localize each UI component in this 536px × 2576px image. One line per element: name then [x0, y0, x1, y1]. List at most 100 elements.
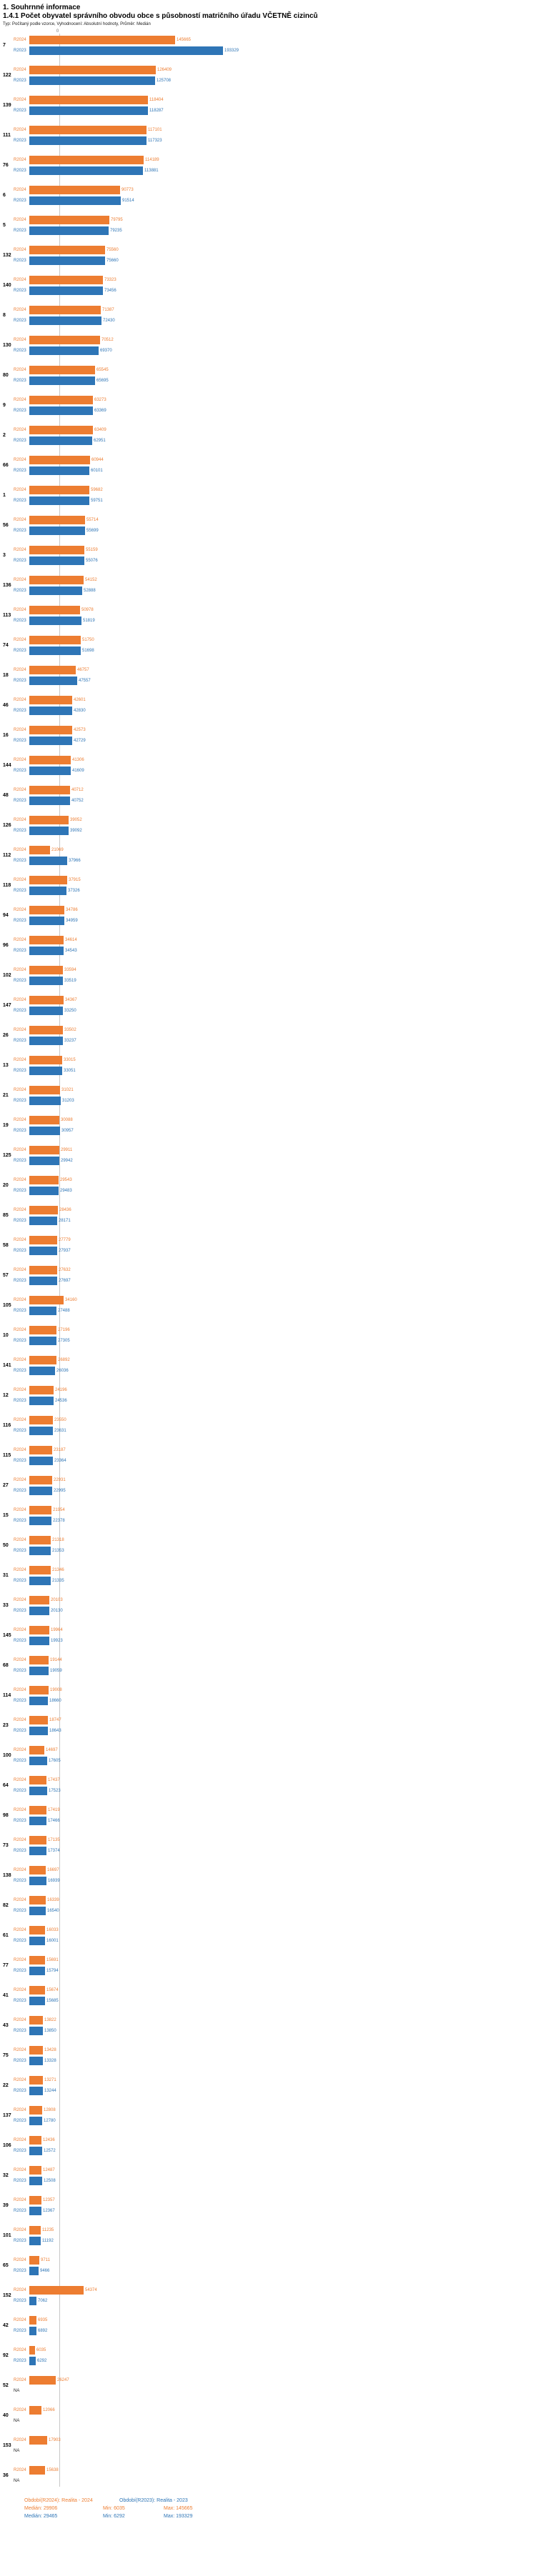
- bar-r2023[interactable]: [29, 1877, 46, 1886]
- bar-r2023[interactable]: [29, 1697, 48, 1706]
- bar-r2023[interactable]: [29, 1277, 57, 1286]
- bar-r2024[interactable]: [29, 2316, 36, 2325]
- bar-r2023[interactable]: [29, 2087, 43, 2096]
- bar-r2023[interactable]: [29, 1667, 49, 1676]
- bar-r2023[interactable]: [29, 887, 66, 896]
- bar-r2024[interactable]: [29, 306, 101, 315]
- bar-r2024[interactable]: [29, 1536, 51, 1545]
- bar-r2024[interactable]: [29, 516, 85, 525]
- bar-r2023[interactable]: [29, 556, 84, 566]
- bar-r2023[interactable]: [29, 797, 70, 806]
- bar-r2023[interactable]: [29, 1547, 51, 1556]
- bar-r2024[interactable]: [29, 636, 81, 645]
- bar-r2024[interactable]: [29, 1956, 45, 1965]
- bar-r2023[interactable]: [29, 2147, 42, 2156]
- bar-r2024[interactable]: [29, 1086, 60, 1095]
- bar-r2024[interactable]: [29, 1656, 49, 1665]
- bar-r2024[interactable]: [29, 1926, 45, 1935]
- bar-r2024[interactable]: [29, 156, 144, 165]
- bar-r2024[interactable]: [29, 1176, 59, 1185]
- bar-r2024[interactable]: [29, 876, 67, 885]
- bar-r2023[interactable]: [29, 1757, 47, 1766]
- bar-r2023[interactable]: [29, 707, 72, 716]
- bar-r2024[interactable]: [29, 546, 84, 555]
- bar-r2024[interactable]: [29, 2346, 35, 2355]
- bar-r2024[interactable]: [29, 666, 76, 675]
- bar-r2024[interactable]: [29, 1236, 57, 1245]
- bar-r2024[interactable]: [29, 126, 147, 135]
- bar-r2023[interactable]: [29, 46, 223, 56]
- bar-r2023[interactable]: [29, 1217, 57, 1226]
- bar-r2024[interactable]: [29, 846, 50, 855]
- bar-r2024[interactable]: [29, 1326, 56, 1335]
- bar-r2024[interactable]: [29, 1626, 49, 1635]
- bar-r2024[interactable]: [29, 2286, 84, 2295]
- bar-r2023[interactable]: [29, 737, 72, 746]
- bar-r2023[interactable]: [29, 1847, 46, 1856]
- bar-r2024[interactable]: [29, 936, 64, 945]
- bar-r2024[interactable]: [29, 186, 120, 195]
- bar-r2023[interactable]: [29, 1097, 61, 1106]
- bar-r2023[interactable]: [29, 1637, 49, 1646]
- bar-r2023[interactable]: [29, 2057, 43, 2066]
- bar-r2024[interactable]: [29, 66, 156, 75]
- bar-r2023[interactable]: [29, 106, 148, 116]
- bar-r2024[interactable]: [29, 1506, 51, 1515]
- bar-r2024[interactable]: [29, 1566, 51, 1575]
- bar-r2024[interactable]: [29, 2046, 43, 2055]
- bar-r2024[interactable]: [29, 2016, 43, 2025]
- bar-r2024[interactable]: [29, 1746, 44, 1755]
- bar-r2024[interactable]: [29, 276, 103, 285]
- bar-r2024[interactable]: [29, 1716, 48, 1725]
- bar-r2023[interactable]: [29, 1907, 46, 1916]
- bar-r2023[interactable]: [29, 2117, 42, 2126]
- bar-r2024[interactable]: [29, 1266, 57, 1275]
- bar-r2024[interactable]: [29, 606, 80, 615]
- bar-r2023[interactable]: [29, 286, 103, 296]
- bar-r2024[interactable]: [29, 2406, 41, 2415]
- bar-r2024[interactable]: [29, 1206, 58, 1215]
- bar-r2023[interactable]: [29, 2297, 36, 2306]
- bar-r2024[interactable]: [29, 1146, 59, 1155]
- bar-r2023[interactable]: [29, 436, 92, 446]
- bar-r2024[interactable]: [29, 1296, 64, 1305]
- bar-r2024[interactable]: [29, 2196, 41, 2205]
- bar-r2024[interactable]: [29, 96, 148, 105]
- bar-r2023[interactable]: [29, 1037, 63, 1046]
- bar-r2024[interactable]: [29, 216, 109, 225]
- bar-r2024[interactable]: [29, 576, 84, 585]
- bar-r2024[interactable]: [29, 1416, 53, 1425]
- bar-r2023[interactable]: [29, 616, 81, 626]
- bar-r2024[interactable]: [29, 1776, 46, 1785]
- bar-r2023[interactable]: [29, 466, 89, 476]
- bar-r2023[interactable]: [29, 677, 77, 686]
- bar-r2023[interactable]: [29, 2237, 41, 2246]
- bar-r2023[interactable]: [29, 1247, 57, 1256]
- bar-r2023[interactable]: [29, 1817, 46, 1826]
- bar-r2023[interactable]: [29, 1517, 51, 1526]
- bar-r2024[interactable]: [29, 2256, 39, 2265]
- bar-r2023[interactable]: [29, 1337, 56, 1346]
- bar-r2024[interactable]: [29, 2376, 56, 2385]
- bar-r2024[interactable]: [29, 1596, 49, 1605]
- bar-r2024[interactable]: [29, 1116, 59, 1125]
- bar-r2023[interactable]: [29, 256, 105, 266]
- bar-r2024[interactable]: [29, 2076, 43, 2085]
- bar-r2023[interactable]: [29, 2267, 39, 2276]
- bar-r2024[interactable]: [29, 486, 89, 495]
- bar-r2023[interactable]: [29, 586, 82, 596]
- bar-r2023[interactable]: [29, 166, 143, 176]
- bar-r2023[interactable]: [29, 196, 121, 206]
- bar-r2023[interactable]: [29, 1487, 52, 1496]
- bar-r2023[interactable]: [29, 2207, 41, 2216]
- bar-r2023[interactable]: [29, 1577, 51, 1586]
- bar-r2023[interactable]: [29, 406, 93, 416]
- bar-r2024[interactable]: [29, 2106, 42, 2115]
- bar-r2024[interactable]: [29, 1896, 46, 1905]
- bar-r2023[interactable]: [29, 496, 89, 506]
- bar-r2023[interactable]: [29, 376, 95, 386]
- bar-r2024[interactable]: [29, 336, 100, 345]
- bar-r2024[interactable]: [29, 756, 71, 765]
- bar-r2024[interactable]: [29, 1026, 63, 1035]
- bar-r2023[interactable]: [29, 226, 109, 236]
